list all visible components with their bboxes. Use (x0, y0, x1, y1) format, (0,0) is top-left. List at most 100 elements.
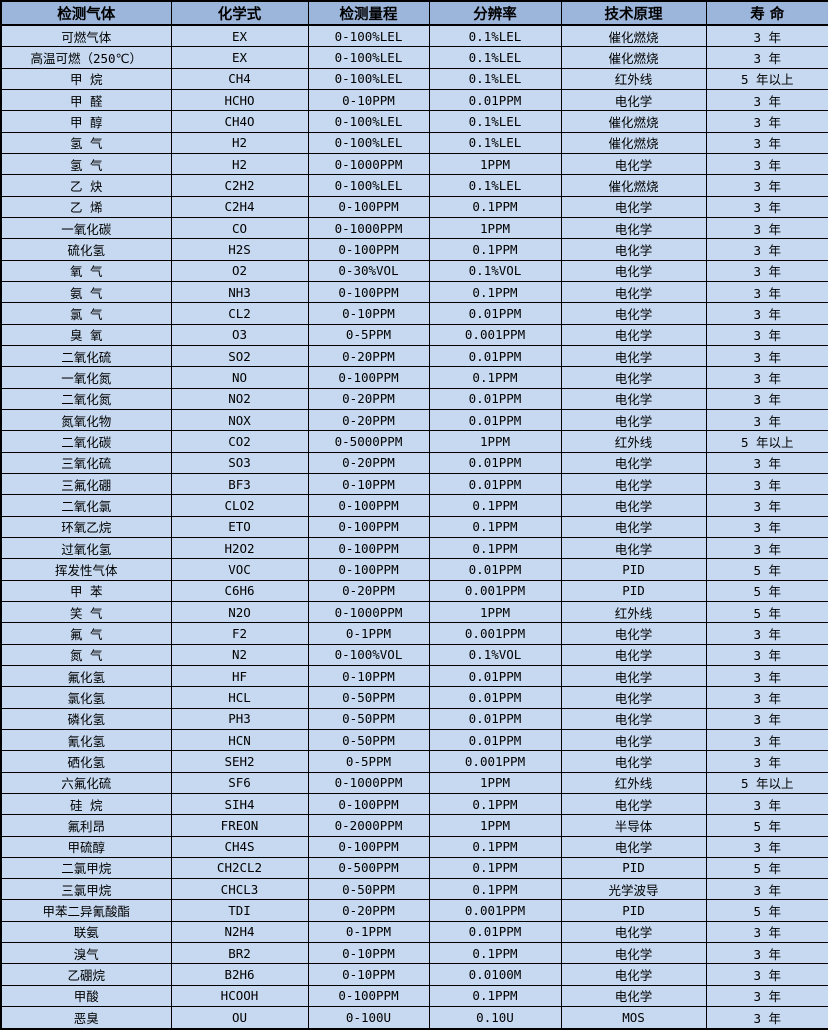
formula-cell: ETO (170, 515, 309, 538)
range-cell: 0-100PPM (307, 494, 430, 517)
gas-name-cell: 三氟化硼 (0, 472, 172, 496)
gas-name-cell: 氟 气 (0, 622, 172, 645)
table-row: 二氧化碳 CO2 0-5000PPM 1PPM 红外线 5 年以上 (0, 430, 828, 453)
range-cell: 0-100%LEL (307, 131, 430, 155)
range-cell: 0-1000PPM (307, 771, 430, 794)
gas-name-cell: 甲 醛 (0, 89, 172, 112)
principle-cell: 电化学 (560, 963, 707, 986)
table-row: 甲 烷 CH4 0-100%LEL 0.1%LEL 红外线 5 年以上 (0, 67, 828, 91)
formula-cell: HCOOH (170, 984, 309, 1008)
lifespan-cell: 5 年 (705, 600, 828, 624)
principle-cell: 电化学 (560, 323, 707, 346)
formula-cell: BF3 (170, 472, 309, 496)
table-row: 氨 气 NH3 0-100PPM 0.1PPM 电化学 3 年 (0, 280, 828, 304)
principle-cell: 电化学 (560, 472, 707, 496)
formula-cell: EX (170, 24, 309, 48)
range-cell: 0-100PPM (307, 558, 430, 581)
table-row: 笑 气 N2O 0-1000PPM 1PPM 红外线 5 年 (0, 600, 828, 624)
range-cell: 0-100%VOL (307, 643, 430, 666)
gas-name-cell: 氮氧化物 (0, 408, 172, 432)
gas-name-cell: 氮 气 (0, 643, 172, 666)
table-row: 三氟化硼 BF3 0-10PPM 0.01PPM 电化学 3 年 (0, 472, 828, 496)
principle-cell: 电化学 (560, 643, 707, 666)
lifespan-cell: 5 年 (705, 814, 828, 837)
table-row: 乙 烯 C2H4 0-100PPM 0.1PPM 电化学 3 年 (0, 195, 828, 218)
range-cell: 0-100%LEL (307, 67, 430, 91)
range-cell: 0-500PPM (307, 856, 430, 880)
range-cell: 0-1000PPM (307, 600, 430, 624)
lifespan-cell: 3 年 (705, 131, 828, 155)
lifespan-cell: 3 年 (705, 920, 828, 944)
lifespan-cell: 3 年 (705, 707, 828, 730)
gas-name-cell: 恶臭 (0, 1006, 172, 1030)
gas-name-cell: 甲 醇 (0, 110, 172, 133)
resolution-cell: 0.001PPM (428, 622, 562, 645)
formula-cell: TDI (170, 899, 309, 922)
range-cell: 0-20PPM (307, 408, 430, 432)
table-row: 臭 氧 O3 0-5PPM 0.001PPM 电化学 3 年 (0, 323, 828, 346)
lifespan-cell: 3 年 (705, 942, 828, 965)
table-row: 过氧化氢 H2O2 0-100PPM 0.1PPM 电化学 3 年 (0, 536, 828, 560)
lifespan-cell: 3 年 (705, 750, 828, 773)
range-cell: 0-5PPM (307, 750, 430, 773)
gas-name-cell: 氟化氢 (0, 664, 172, 688)
resolution-cell: 0.001PPM (428, 750, 562, 773)
gas-name-cell: 氯化氢 (0, 686, 172, 709)
formula-cell: OU (170, 1006, 309, 1030)
formula-cell: CHCL3 (170, 878, 309, 901)
lifespan-cell: 3 年 (705, 110, 828, 133)
table-row: 一氧化氮 NO 0-100PPM 0.1PPM 电化学 3 年 (0, 366, 828, 389)
principle-cell: 电化学 (560, 984, 707, 1008)
principle-cell: 电化学 (560, 515, 707, 538)
principle-cell: 催化燃烧 (560, 131, 707, 155)
principle-cell: 电化学 (560, 366, 707, 389)
range-cell: 0-10PPM (307, 942, 430, 965)
principle-cell: 电化学 (560, 302, 707, 325)
resolution-cell: 0.01PPM (428, 558, 562, 581)
range-cell: 0-100PPM (307, 792, 430, 816)
gas-name-cell: 氟利昂 (0, 814, 172, 837)
principle-cell: 催化燃烧 (560, 174, 707, 197)
table-row: 氰化氢 HCN 0-50PPM 0.01PPM 电化学 3 年 (0, 728, 828, 752)
lifespan-cell: 3 年 (705, 344, 828, 368)
lifespan-cell: 3 年 (705, 323, 828, 346)
range-cell: 0-20PPM (307, 451, 430, 474)
gas-name-cell: 氢 气 (0, 131, 172, 155)
resolution-cell: 0.1PPM (428, 280, 562, 304)
gas-name-cell: 硅 烷 (0, 792, 172, 816)
range-cell: 0-1000PPM (307, 216, 430, 240)
lifespan-cell: 5 年以上 (705, 771, 828, 794)
range-cell: 0-10PPM (307, 472, 430, 496)
resolution-cell: 0.1PPM (428, 792, 562, 816)
resolution-cell: 0.1PPM (428, 238, 562, 261)
formula-cell: CLO2 (170, 494, 309, 517)
lifespan-cell: 3 年 (705, 89, 828, 112)
table-row: 氧 气 O2 0-30%VOL 0.1%VOL 电化学 3 年 (0, 259, 828, 282)
range-cell: 0-100%LEL (307, 110, 430, 133)
range-cell: 0-100PPM (307, 195, 430, 218)
gas-name-cell: 溴气 (0, 942, 172, 965)
principle-cell: 光学波导 (560, 878, 707, 901)
gas-name-cell: 二氧化氮 (0, 387, 172, 410)
range-cell: 0-100PPM (307, 280, 430, 304)
table-row: 二氧化氮 NO2 0-20PPM 0.01PPM 电化学 3 年 (0, 387, 828, 410)
formula-cell: VOC (170, 558, 309, 581)
lifespan-cell: 3 年 (705, 387, 828, 410)
principle-cell: 电化学 (560, 280, 707, 304)
gas-name-cell: 硒化氢 (0, 750, 172, 773)
principle-cell: 电化学 (560, 494, 707, 517)
table-row: 恶臭 OU 0-100U 0.10U MOS 3 年 (0, 1006, 828, 1030)
table-row: 氮 气 N2 0-100%VOL 0.1%VOL 电化学 3 年 (0, 643, 828, 666)
gas-name-cell: 三氯甲烷 (0, 878, 172, 901)
gas-name-cell: 甲硫醇 (0, 835, 172, 858)
lifespan-cell: 3 年 (705, 216, 828, 240)
gas-name-cell: 氢 气 (0, 152, 172, 176)
formula-cell: H2 (170, 152, 309, 176)
resolution-cell: 0.01PPM (428, 89, 562, 112)
range-cell: 0-10PPM (307, 664, 430, 688)
range-cell: 0-10PPM (307, 89, 430, 112)
principle-cell: 红外线 (560, 600, 707, 624)
gas-name-cell: 臭 氧 (0, 323, 172, 346)
formula-cell: C2H2 (170, 174, 309, 197)
